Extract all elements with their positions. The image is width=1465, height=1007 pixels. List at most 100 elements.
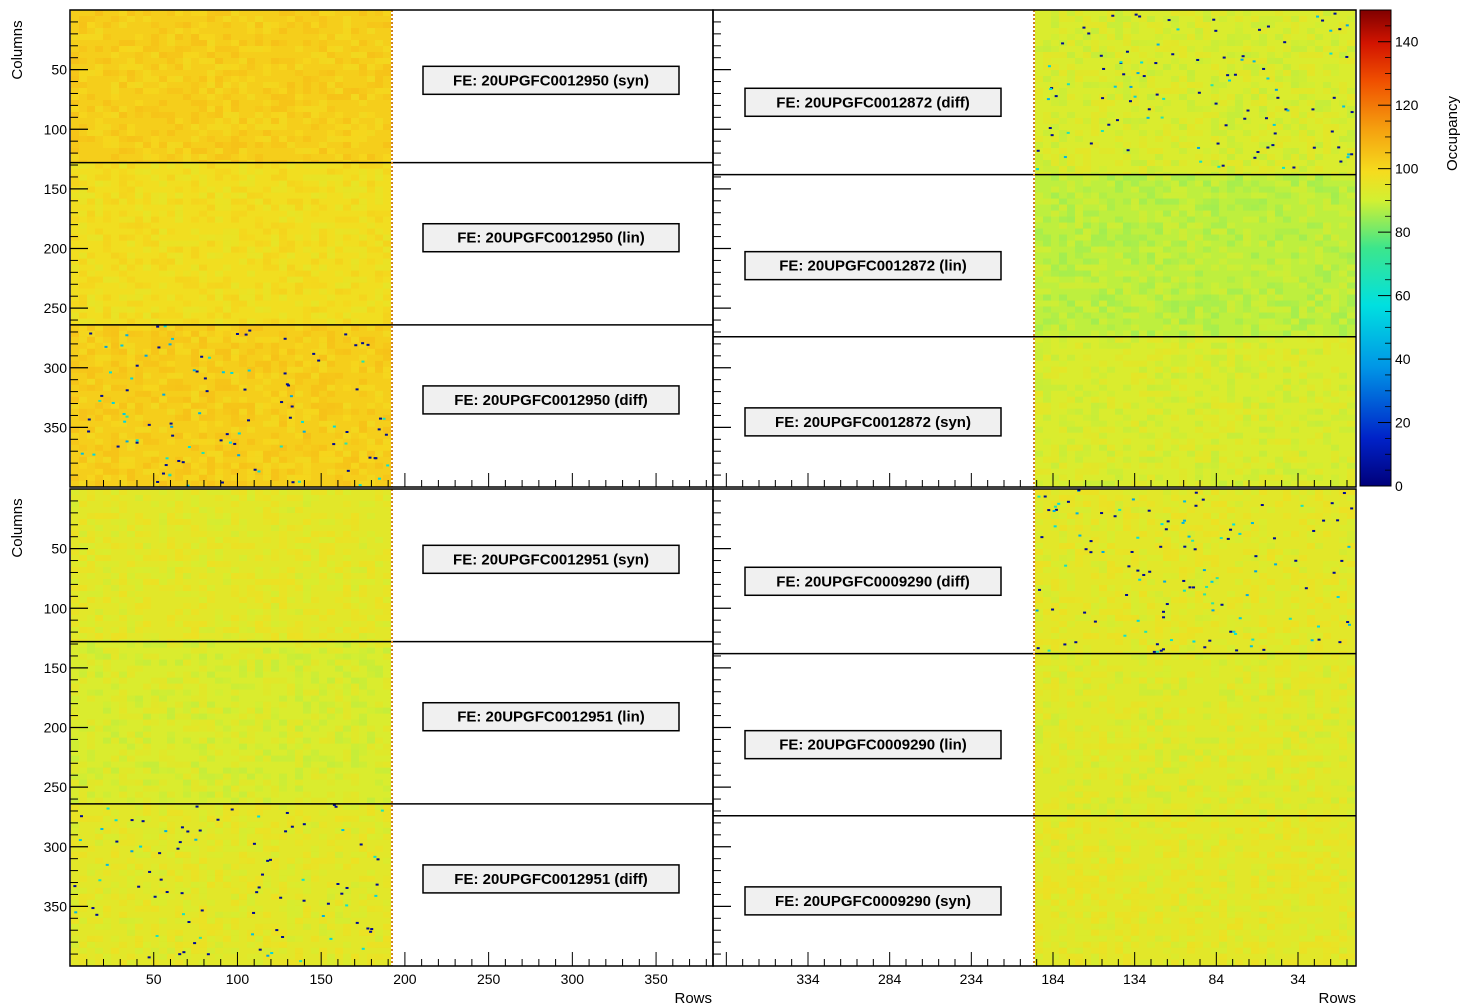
defect-pixel	[1063, 156, 1067, 159]
defect-pixel	[1274, 88, 1278, 91]
defect-pixel	[1342, 492, 1346, 495]
heatmap-layer	[71, 10, 1355, 966]
defect-pixel	[165, 891, 169, 894]
defect-pixel	[176, 847, 180, 850]
defect-pixel	[194, 838, 198, 841]
defect-pixel	[1203, 593, 1207, 596]
defect-pixel	[1246, 109, 1250, 112]
defect-pixel	[1191, 539, 1195, 542]
defect-pixel	[1036, 647, 1040, 650]
defect-pixel	[373, 457, 377, 460]
defect-pixel	[1050, 134, 1054, 137]
defect-pixel	[1347, 623, 1351, 626]
defect-pixel	[1036, 149, 1040, 152]
colorbar-tick-label: 40	[1395, 351, 1411, 367]
defect-pixel	[1220, 603, 1224, 606]
y-tick-label: 50	[51, 62, 67, 78]
y-axis-title-top: Columns	[9, 20, 26, 79]
defect-pixel	[122, 413, 126, 416]
defect-pixel	[100, 394, 104, 397]
defect-pixel	[171, 434, 175, 437]
defect-pixel	[1102, 67, 1106, 70]
defect-pixel	[247, 369, 251, 372]
defect-pixel	[220, 481, 224, 484]
defect-pixel	[1061, 42, 1065, 45]
defect-pixel	[1347, 545, 1351, 548]
defect-pixel	[1266, 25, 1270, 28]
defect-pixel	[1197, 91, 1201, 94]
defect-pixel	[1093, 620, 1097, 623]
defect-pixel	[1053, 505, 1057, 508]
defect-pixel	[1238, 532, 1242, 535]
fe-label-text: FE: 20UPGFC0012872 (diff)	[776, 94, 969, 111]
defect-pixel	[257, 470, 261, 473]
defect-pixel	[1292, 166, 1296, 169]
defect-pixel	[1182, 589, 1186, 592]
defect-pixel	[375, 883, 379, 886]
defect-pixel	[106, 807, 110, 810]
defect-pixel	[1049, 88, 1053, 91]
fe-label: FE: 20UPGFC0009290 (lin)	[744, 729, 1002, 760]
defect-pixel	[1264, 117, 1268, 120]
defect-pixel	[297, 480, 301, 483]
defect-pixel	[312, 352, 316, 355]
defect-pixel	[1254, 555, 1258, 558]
x-tick-label-right: 184	[1041, 971, 1065, 987]
defect-pixel	[1119, 61, 1123, 64]
defect-pixel	[200, 909, 204, 912]
defect-pixel	[198, 412, 202, 415]
defect-pixel	[1134, 13, 1138, 16]
defect-pixel	[230, 371, 234, 374]
defect-pixel	[1118, 508, 1122, 511]
defect-pixel	[177, 459, 181, 462]
defect-pixel	[137, 885, 141, 888]
defect-pixel	[1075, 512, 1079, 515]
defect-pixel	[1262, 67, 1266, 70]
defect-pixel	[135, 439, 139, 442]
defect-pixel	[168, 343, 172, 346]
defect-pixel	[1167, 19, 1171, 22]
defect-pixel	[1162, 616, 1166, 619]
defect-pixel	[1089, 551, 1093, 554]
defect-pixel	[1046, 98, 1050, 101]
defect-pixel	[1256, 151, 1260, 154]
y-tick-label: 150	[44, 660, 68, 676]
defect-pixel	[1240, 58, 1244, 61]
defect-pixel	[1144, 630, 1148, 633]
defect-pixel	[257, 886, 261, 889]
defect-pixel	[290, 825, 294, 828]
defect-pixel	[345, 430, 349, 433]
defect-pixel	[1148, 570, 1152, 573]
defect-pixel	[195, 370, 199, 373]
defect-pixel	[266, 954, 270, 957]
defect-pixel	[1321, 19, 1325, 22]
y-tick-label: 350	[44, 898, 68, 914]
defect-pixel	[1113, 85, 1117, 88]
defect-pixel	[380, 809, 384, 812]
defect-pixel	[1113, 515, 1117, 518]
colorbar-tick-label: 120	[1395, 97, 1419, 113]
defect-pixel	[74, 911, 78, 914]
defect-pixel	[1138, 578, 1142, 581]
colorbar-tick-label: 140	[1395, 34, 1419, 50]
defect-pixel	[91, 907, 95, 910]
defect-pixel	[287, 384, 291, 387]
defect-pixel	[1155, 643, 1159, 646]
defect-pixel	[336, 883, 340, 886]
defect-pixel	[359, 843, 363, 846]
defect-pixel	[156, 325, 160, 328]
defect-pixel	[1127, 565, 1131, 568]
defect-pixel	[1140, 61, 1144, 64]
defect-pixel	[1066, 83, 1070, 86]
defect-pixel	[252, 842, 256, 845]
defect-pixel	[1054, 508, 1058, 511]
defect-pixel	[139, 845, 143, 848]
defect-pixel	[290, 405, 294, 408]
defect-pixel	[1276, 96, 1280, 99]
defect-pixel	[1051, 608, 1055, 611]
defect-pixel	[1205, 585, 1209, 588]
defect-pixel	[1197, 146, 1201, 149]
defect-pixel	[1241, 55, 1245, 58]
defect-pixel	[1111, 14, 1115, 17]
defect-pixel	[1222, 56, 1226, 59]
